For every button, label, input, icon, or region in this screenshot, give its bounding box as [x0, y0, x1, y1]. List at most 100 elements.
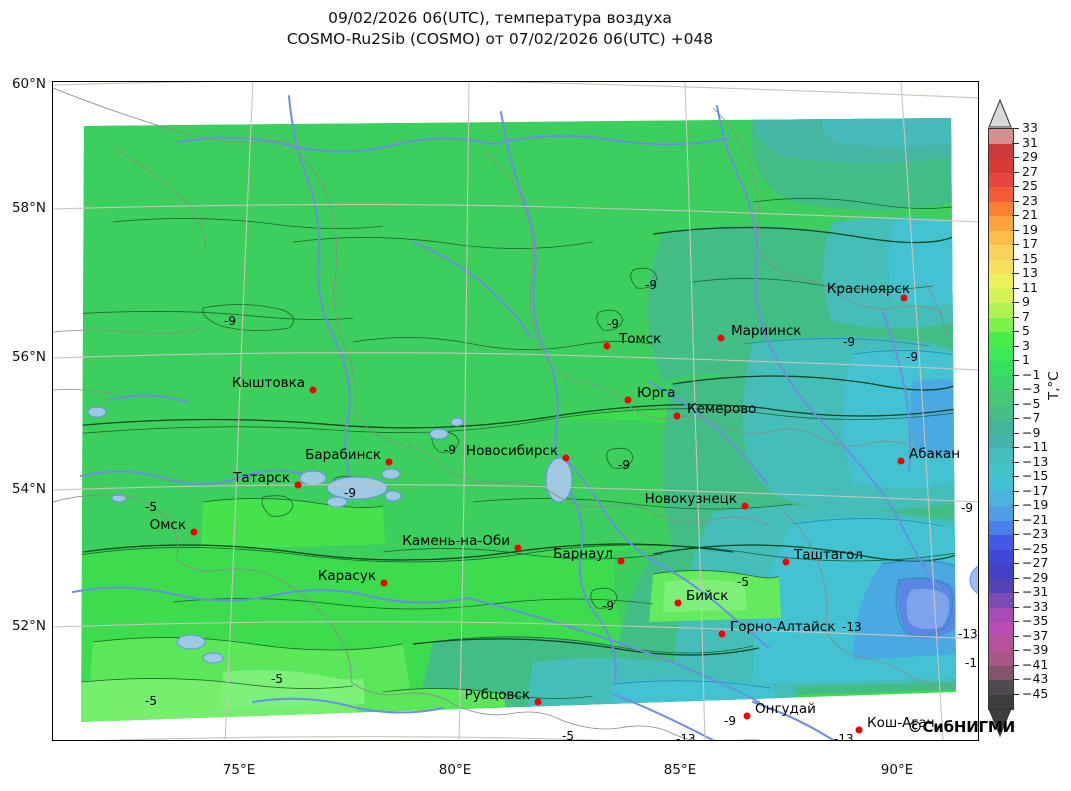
- city-label: Кемерово: [687, 401, 757, 417]
- colorbar-tick: [1012, 142, 1019, 144]
- admin-borders: [53, 87, 954, 740]
- city-label: Рубцовск: [464, 687, 530, 703]
- contour-value-label: -5: [145, 500, 157, 514]
- colorbar-segment: [989, 259, 1013, 275]
- y-axis-tick-label: 56°N: [11, 349, 46, 365]
- map-plot-area[interactable]: -9-9-9-9-13-9-9-9-9-9-9-13-9-13-13-13-17…: [52, 81, 979, 741]
- colorbar-segment: [989, 549, 1013, 565]
- colorbar[interactable]: [988, 128, 1014, 710]
- city-marker-dot[interactable]: [897, 457, 905, 465]
- colorbar-tick: [1012, 273, 1019, 275]
- title-line-2: COSMO-Ru2Sib (COSMO) от 07/02/2026 06(UT…: [286, 30, 714, 48]
- colorbar-tick: [1012, 244, 1019, 246]
- contour-value-label: -9: [906, 350, 918, 364]
- colorbar-tick: [1012, 389, 1019, 391]
- colorbar-tick-label: −19: [1022, 497, 1049, 512]
- colorbar-segment: [989, 462, 1013, 478]
- city-marker-dot[interactable]: [385, 458, 393, 466]
- colorbar-tick-label: 15: [1022, 250, 1038, 266]
- colorbar-tick-label: 7: [1022, 308, 1030, 324]
- colorbar-tick: [1012, 258, 1019, 260]
- city-marker-dot[interactable]: [718, 630, 726, 638]
- colorbar-tick: [1012, 345, 1019, 347]
- city-marker-dot[interactable]: [603, 342, 611, 350]
- city-marker-dot[interactable]: [190, 528, 198, 536]
- colorbar-tick: [1012, 476, 1019, 478]
- colorbar-segment: [989, 694, 1013, 710]
- colorbar-tick: [1012, 577, 1019, 579]
- colorbar-tick-label: 17: [1022, 236, 1038, 251]
- city-marker-dot[interactable]: [717, 334, 725, 342]
- city-marker-dot[interactable]: [674, 599, 682, 607]
- city-marker-dot[interactable]: [294, 481, 302, 489]
- colorbar-tick: [1012, 331, 1019, 333]
- colorbar-segment: [989, 491, 1013, 507]
- city-marker-dot[interactable]: [534, 698, 542, 706]
- city-marker-dot[interactable]: [309, 386, 317, 394]
- contour-value-label: -9: [645, 278, 657, 292]
- colorbar-tick: [1012, 287, 1019, 289]
- x-axis-tick-label: 85°E: [663, 762, 697, 778]
- city-marker-dot[interactable]: [673, 412, 681, 420]
- colorbar-tick: [1012, 635, 1019, 637]
- colorbar-segment: [989, 288, 1013, 304]
- contour-value-label: -9: [444, 443, 456, 457]
- title-line-1: 09/02/2026 06(UTC), температура воздуха: [328, 9, 672, 27]
- colorbar-segment: [989, 129, 1013, 145]
- city-label: Новокузнецк: [644, 491, 737, 507]
- city-label: Мариинск: [731, 323, 802, 339]
- colorbar-tick-label: 19: [1022, 221, 1038, 237]
- colorbar-segment: [989, 593, 1013, 609]
- colorbar-tick: [1012, 606, 1019, 608]
- contour-value-label: -5: [145, 694, 157, 708]
- contour-value-label: -13: [958, 627, 978, 641]
- colorbar-segment: [989, 172, 1013, 188]
- colorbar-tick-label: 25: [1022, 178, 1038, 193]
- colorbar-segment: [989, 680, 1013, 696]
- city-marker-dot[interactable]: [617, 557, 625, 565]
- colorbar-tick-label: −21: [1022, 511, 1049, 527]
- colorbar-tick: [1012, 418, 1019, 420]
- city-marker-dot[interactable]: [743, 712, 751, 720]
- colorbar-tick-label: −27: [1022, 555, 1049, 570]
- city-marker-dot[interactable]: [855, 726, 863, 734]
- colorbar-segment: [989, 230, 1013, 246]
- contour-value-label: -5: [562, 729, 574, 741]
- city-label: Камень-на-Оби: [402, 533, 510, 549]
- colorbar-segment: [989, 404, 1013, 420]
- city-marker-dot[interactable]: [900, 294, 908, 302]
- contour-value-label: -9: [724, 714, 736, 728]
- contour-value-label: -13: [965, 656, 978, 670]
- city-marker-dot[interactable]: [741, 502, 749, 510]
- colorbar-tick: [1012, 505, 1019, 507]
- contour-value-label: -9: [843, 335, 855, 349]
- colorbar-segment: [989, 303, 1013, 319]
- colorbar-tick: [1012, 664, 1019, 666]
- colorbar-tick: [1012, 563, 1019, 565]
- colorbar-tick-label: −25: [1022, 540, 1049, 556]
- colorbar-tick-label: −45: [1022, 685, 1049, 701]
- colorbar-tick-label: −1: [1022, 366, 1041, 382]
- city-marker-dot[interactable]: [624, 396, 632, 404]
- colorbar-extend-bottom: [988, 708, 1012, 738]
- colorbar-tick: [1012, 360, 1019, 362]
- x-axis-tick-label: 80°E: [438, 762, 472, 778]
- city-marker-dot[interactable]: [562, 454, 570, 462]
- colorbar-tick-label: 33: [1022, 120, 1038, 135]
- colorbar-segment: [989, 390, 1013, 406]
- colorbar-unit-label: T,°C: [1046, 371, 1062, 400]
- city-marker-dot[interactable]: [380, 579, 388, 587]
- page-title: 09/02/2026 06(UTC), температура воздуха …: [0, 8, 1000, 50]
- colorbar-segment: [989, 477, 1013, 493]
- colorbar-segment: [989, 158, 1013, 174]
- city-marker-dot[interactable]: [782, 558, 790, 566]
- colorbar-segment: [989, 433, 1013, 449]
- city-label: Красноярск: [826, 281, 910, 297]
- colorbar-tick-label: 13: [1022, 265, 1038, 280]
- x-axis-tick-label: 75°E: [222, 762, 256, 778]
- city-label: Томск: [619, 331, 662, 347]
- city-label: Омск: [149, 517, 186, 533]
- contour-value-label: -5: [737, 575, 749, 589]
- city-marker-dot[interactable]: [514, 544, 522, 552]
- colorbar-tick: [1012, 200, 1019, 202]
